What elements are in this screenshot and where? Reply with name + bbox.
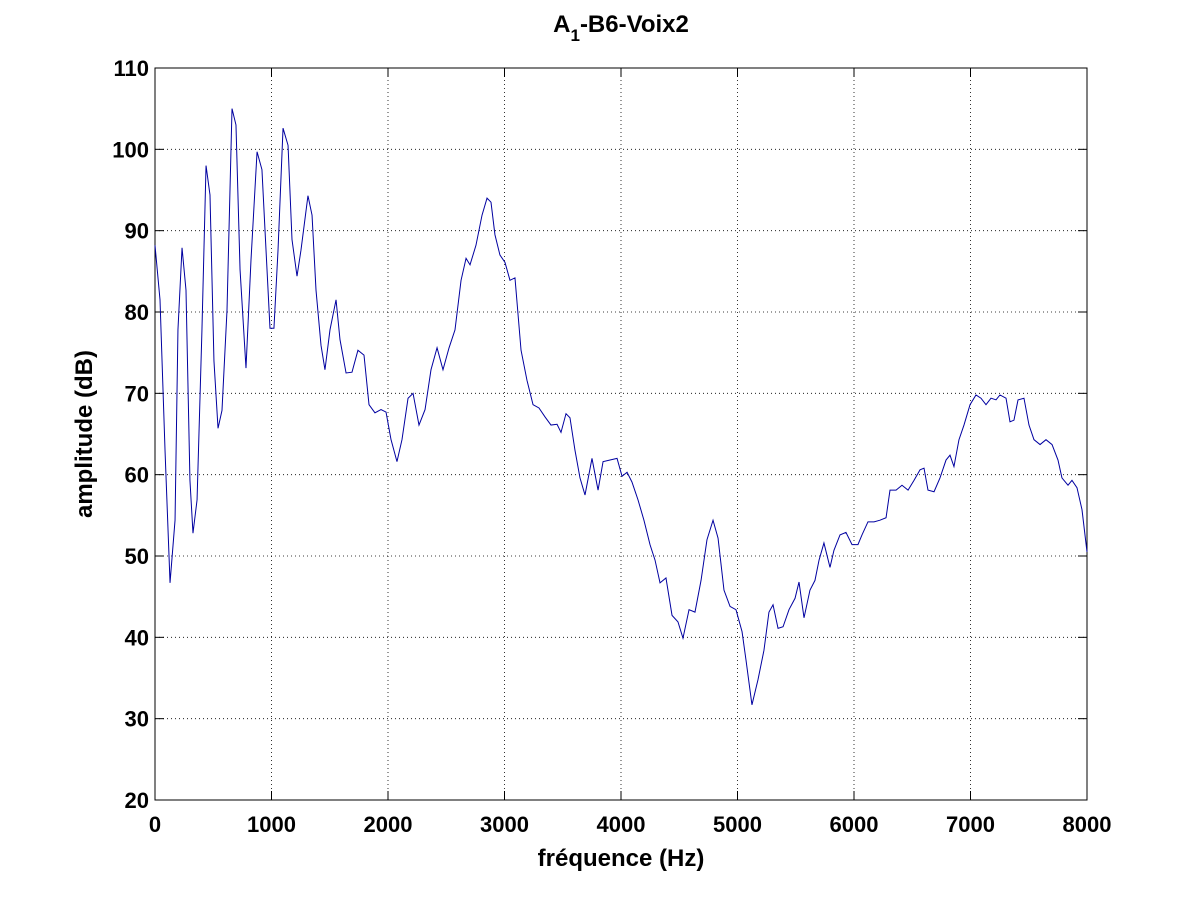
title-rest: -B6-Voix2	[580, 11, 689, 38]
y-tick-label: 20	[125, 788, 149, 813]
x-axis-label: fréquence (Hz)	[538, 845, 705, 872]
y-tick-label: 30	[125, 707, 149, 732]
x-tick-label: 4000	[597, 812, 646, 837]
y-axis-label: amplitude (dB)	[71, 350, 98, 518]
y-tick-label: 90	[125, 219, 149, 244]
y-tick-label: 110	[114, 56, 150, 81]
x-tick-label: 0	[149, 812, 161, 837]
y-tick-label: 40	[125, 625, 149, 650]
data-line	[154, 108, 1088, 705]
y-tick-label: 50	[125, 544, 149, 569]
x-tick-label: 7000	[946, 812, 995, 837]
title-base: A	[553, 11, 570, 38]
title-subscript: 1	[570, 26, 579, 45]
x-tick-label: 2000	[364, 812, 413, 837]
y-tick-label: 80	[125, 300, 149, 325]
x-tick-label: 1000	[247, 812, 296, 837]
y-tick-label: 60	[125, 463, 149, 488]
y-tick-label: 70	[125, 381, 149, 406]
x-tick-label: 5000	[713, 812, 762, 837]
x-tick-label: 3000	[480, 812, 529, 837]
y-tick-label: 100	[112, 137, 149, 162]
x-tick-label: 6000	[830, 812, 879, 837]
chart-title: A1-B6-Voix2	[553, 11, 689, 45]
x-tick-label: 8000	[1063, 812, 1112, 837]
